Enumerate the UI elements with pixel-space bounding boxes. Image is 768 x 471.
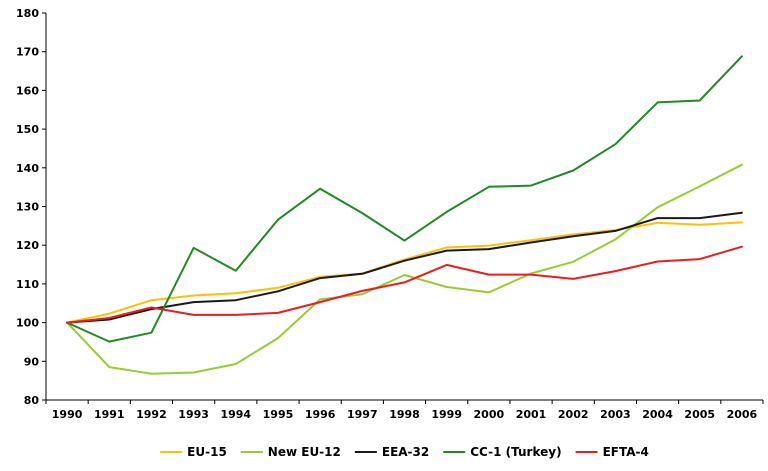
legend-label-efta-4: EFTA-4 — [603, 445, 649, 459]
y-tick-label: 120 — [16, 239, 39, 252]
y-tick-label: 100 — [16, 317, 39, 330]
x-tick-label: 1991 — [94, 408, 125, 421]
x-tick-label: 2000 — [474, 408, 505, 421]
y-tick-label: 110 — [16, 278, 39, 291]
legend-label-eu-15: EU-15 — [187, 445, 227, 459]
x-tick-label: 1993 — [178, 408, 209, 421]
legend-label-cc-1-turkey: CC-1 (Turkey) — [470, 445, 561, 459]
y-tick-label: 90 — [24, 355, 40, 368]
y-tick-group: 80 90 100 110 120 130 140 150 160 170 180 — [16, 7, 46, 407]
x-tick-label: 1998 — [389, 408, 420, 421]
x-tick-label: 1990 — [52, 408, 83, 421]
y-tick-label: 150 — [16, 123, 39, 136]
x-tick-label: 1995 — [263, 408, 294, 421]
x-tick-label: 2003 — [600, 408, 631, 421]
legend-label-eea-32: EEA-32 — [382, 445, 429, 459]
x-tick-label: 1996 — [305, 408, 336, 421]
x-tick-label: 1997 — [347, 408, 378, 421]
series-line-eea-32 — [66, 211, 743, 324]
x-tick-label: 2001 — [516, 408, 547, 421]
series-line-new-eu-12 — [66, 163, 743, 375]
x-tick-label: 1994 — [220, 408, 251, 421]
y-tick-label: 170 — [16, 46, 39, 59]
x-tick-label: 2005 — [684, 408, 715, 421]
series-group — [66, 55, 743, 375]
x-tick-label: 2004 — [642, 408, 673, 421]
x-tick-label: 2002 — [558, 408, 589, 421]
x-tick-label: 1999 — [431, 408, 462, 421]
x-tick-label: 2006 — [727, 408, 758, 421]
x-tick-group: 1990 1991 1992 1993 1994 1995 1996 1997 1998 1999… — [45, 400, 764, 421]
legend-label-new-eu-12: New EU-12 — [268, 445, 341, 459]
y-tick-label: 130 — [16, 201, 39, 214]
series-line-eu-15 — [66, 221, 743, 324]
y-tick-label: 80 — [24, 394, 40, 407]
y-tick-label: 140 — [16, 162, 39, 175]
y-tick-label: 160 — [16, 84, 39, 97]
axes — [45, 13, 763, 401]
series-line-cc-1-turkey — [66, 55, 743, 343]
x-tick-label: 1992 — [136, 408, 167, 421]
series-line-efta-4 — [66, 245, 743, 324]
y-tick-label: 180 — [16, 7, 39, 20]
legend: EU-15 New EU-12 EEA-32 CC-1 (Turkey) EFTA-4 — [160, 445, 649, 459]
